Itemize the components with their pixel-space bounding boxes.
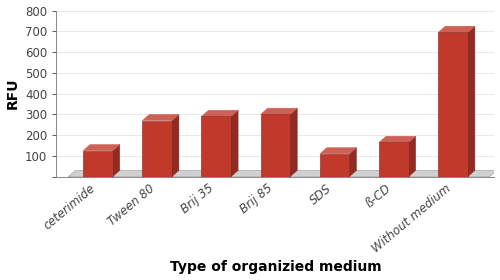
Bar: [142, 121, 172, 177]
Polygon shape: [350, 148, 356, 177]
Polygon shape: [468, 26, 475, 177]
Bar: [83, 151, 112, 177]
Polygon shape: [379, 136, 416, 143]
Polygon shape: [438, 26, 475, 32]
Bar: [260, 114, 290, 177]
Polygon shape: [68, 171, 497, 177]
Polygon shape: [112, 144, 119, 177]
Bar: [379, 143, 408, 177]
Bar: [202, 116, 231, 177]
Polygon shape: [172, 114, 179, 177]
Bar: [320, 154, 350, 177]
Polygon shape: [260, 108, 298, 114]
Polygon shape: [142, 114, 179, 121]
Polygon shape: [202, 110, 238, 116]
X-axis label: Type of organizied medium: Type of organizied medium: [170, 260, 381, 274]
Polygon shape: [320, 148, 356, 154]
Y-axis label: RFU: RFU: [6, 78, 20, 109]
Polygon shape: [290, 108, 298, 177]
Polygon shape: [83, 144, 120, 151]
Polygon shape: [231, 110, 238, 177]
Bar: [438, 32, 468, 177]
Polygon shape: [408, 136, 416, 177]
